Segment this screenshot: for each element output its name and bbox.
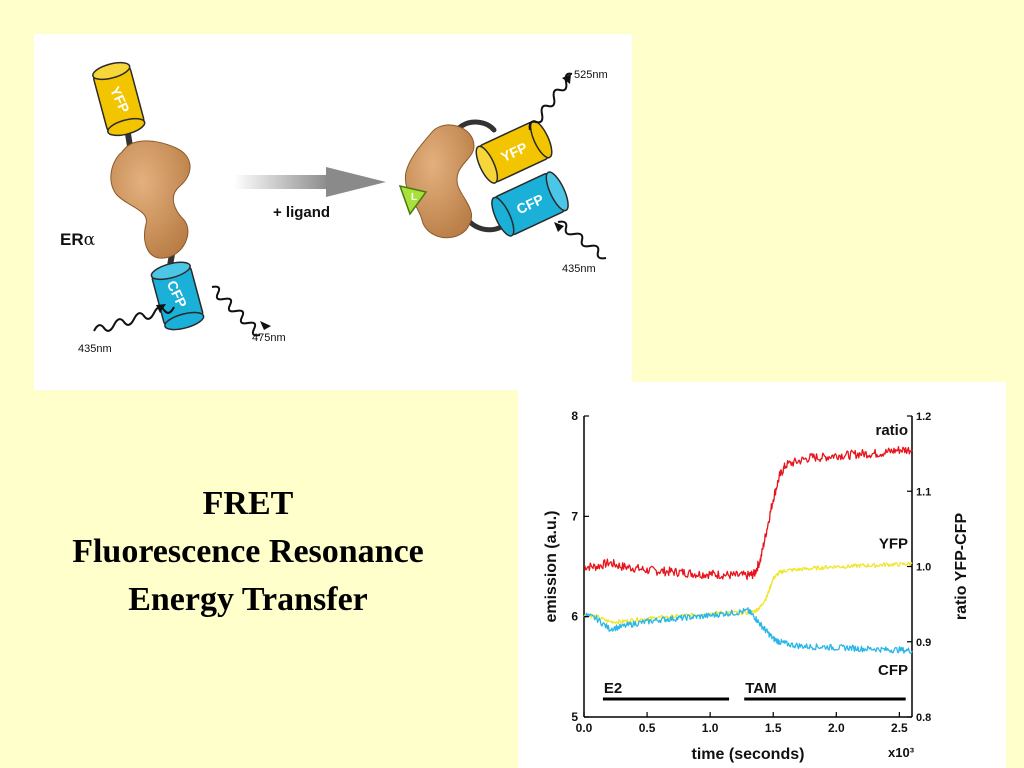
slide-title: FRET Fluorescence Resonance Energy Trans…: [20, 480, 476, 624]
y2-tick-label: 1.0: [916, 562, 931, 574]
bound-excitation-wave: [557, 220, 607, 260]
ligand-label: L: [411, 192, 417, 203]
series-label-cfp: CFP: [878, 662, 908, 679]
x-tick-label: 2.5: [891, 721, 908, 735]
er-alpha-label: ERα: [60, 230, 96, 250]
plot-frame: [583, 416, 913, 718]
ligand-triangle: [398, 184, 428, 216]
slide-title-line-1: FRET: [202, 485, 294, 522]
bound-excitation-arrowhead: [554, 222, 564, 232]
y2-tick-label: 1.2: [916, 411, 931, 423]
slide-title-line-2: Fluorescence Resonance: [72, 533, 424, 570]
unbound-receptor-complex: YFP CFP ERα 435nm 475nm: [60, 61, 286, 355]
ligand-binding-arrow: + ligand: [234, 167, 386, 221]
series-line-ratio: [583, 446, 913, 581]
ligand-arrow-label: + ligand: [273, 204, 330, 221]
y2-tick-label: 1.1: [916, 486, 931, 498]
fret-emission-chart: 5 6 7 8 0.8 0.9 1.0 1.1 1.2 0.0 0.5 1.0 1.5 2.0 2.5 tim…: [543, 409, 970, 763]
bound-yfp-cylinder: YFP: [475, 120, 553, 184]
fret-chart-panel: 5 6 7 8 0.8 0.9 1.0 1.1 1.2 0.0 0.5 1.0 1.5 2.0 2.5 tim…: [518, 382, 1006, 768]
bound-emission-arrowhead: [562, 74, 571, 84]
y-tick-label: 5: [571, 710, 578, 724]
series-label-ratio: ratio: [875, 422, 908, 439]
unbound-emission-wave: [211, 285, 261, 337]
slide-title-line-3: Energy Transfer: [128, 581, 368, 618]
x-tick-label: 1.0: [702, 721, 719, 735]
y-axis-title: emission (a.u.): [543, 510, 560, 622]
x-axis-title: time (seconds): [692, 746, 805, 763]
unbound-emission-arrowhead: [260, 321, 271, 330]
y-tick-label: 6: [571, 610, 578, 624]
y2-tick-label: 0.8: [916, 712, 931, 724]
fret-mechanism-diagram: YFP CFP ERα 435nm 475nm + liga: [60, 61, 608, 355]
series-line-cfp: [583, 607, 913, 655]
y-tick-label: 7: [571, 509, 578, 523]
series-label-yfp: YFP: [879, 535, 908, 552]
x-tick-label: 0.5: [639, 721, 656, 735]
y-tick-label: 8: [571, 409, 578, 423]
y2-axis-title: ratio YFP-CFP: [953, 513, 970, 621]
axis-layer: 5 6 7 8 0.8 0.9 1.0 1.1 1.2 0.0 0.5 1.0 1.5 2.0 2.5 tim…: [543, 409, 970, 763]
bound-emission-wave: [528, 72, 573, 131]
treatment-label-tam: TAM: [745, 680, 776, 697]
y2-tick-label: 0.9: [916, 637, 931, 649]
yfp-cylinder: YFP: [92, 61, 146, 137]
unbound-emission-label: 475nm: [252, 332, 286, 344]
series-layer: [583, 446, 913, 655]
bound-receptor-complex: L YFP CFP 525nm 435nm: [398, 69, 608, 275]
er-alpha-receptor: [110, 140, 191, 259]
annotation-layer: ratio YFP CFP E2 TAM: [602, 422, 908, 701]
fret-diagram-panel: YFP CFP ERα 435nm 475nm + liga: [34, 34, 632, 390]
bound-cfp-cylinder: CFP: [491, 171, 569, 237]
bound-er-alpha-receptor: [404, 124, 475, 239]
unbound-excitation-label: 435nm: [78, 343, 112, 355]
x-tick-label: 0.0: [576, 721, 593, 735]
x-tick-label: 2.0: [828, 721, 845, 735]
x-axis-multiplier: x10³: [888, 745, 915, 760]
bound-excitation-label: 435nm: [562, 263, 596, 275]
x-tick-label: 1.5: [765, 721, 782, 735]
bound-emission-label: 525nm: [574, 69, 608, 81]
unbound-excitation-arrowhead: [156, 304, 166, 313]
cfp-cylinder: CFP: [150, 261, 205, 331]
treatment-label-e2: E2: [604, 680, 622, 697]
